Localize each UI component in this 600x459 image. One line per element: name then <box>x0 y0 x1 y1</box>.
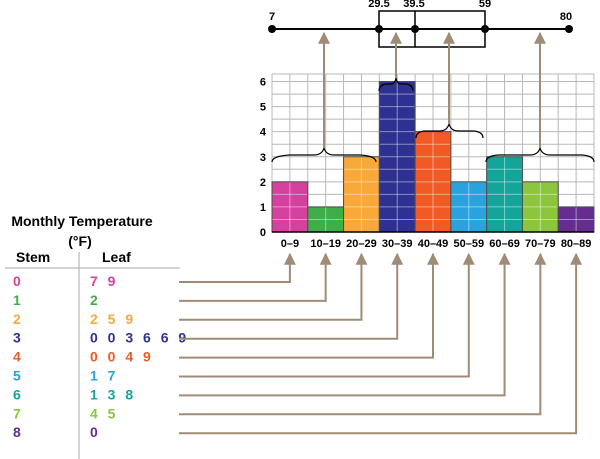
box-plot-median-label: 39.5 <box>403 0 424 10</box>
x-tick-label: 10–19 <box>310 238 341 250</box>
bar-50–59 <box>450 181 487 232</box>
x-tick-label: 60–69 <box>489 238 520 250</box>
stem-leaf-row: 3 0 0 3 6 6 9 <box>13 330 186 346</box>
connector-arrow <box>179 252 547 416</box>
bar-0–9 <box>272 181 308 232</box>
box-plot: 7 29.5 39.5 59 80 <box>268 0 573 48</box>
bar-40–49 <box>415 131 451 232</box>
bar-70–79 <box>522 181 559 232</box>
stem-leaf-row: 4 0 0 4 9 <box>13 349 151 365</box>
stem-value: 5 <box>13 368 21 384</box>
connector-arrow <box>179 252 332 302</box>
box-plot-min-label: 7 <box>269 11 275 23</box>
box-plot-q3-label: 59 <box>479 0 491 10</box>
stem-leaf-row: 0 7 9 <box>13 273 116 289</box>
y-tick-labels: 0 1 2 3 4 5 6 <box>260 77 267 239</box>
stem-value: 8 <box>13 424 21 440</box>
y-tick-label: 6 <box>260 77 266 89</box>
x-tick-label: 20–29 <box>346 238 377 250</box>
y-tick-label: 4 <box>260 127 267 139</box>
stem-leaf-row: 7 4 5 <box>13 405 116 421</box>
y-tick-label: 3 <box>260 152 266 164</box>
leaf-values: 4 5 <box>90 405 116 421</box>
stem-leaf-row: 6 1 3 8 <box>13 386 133 402</box>
leaf-values: 2 5 9 <box>90 311 133 327</box>
x-tick-label: 70–79 <box>525 238 556 250</box>
bar-60–69 <box>486 156 523 232</box>
x-tick-label: 80–89 <box>561 238 592 250</box>
y-tick-label: 1 <box>260 202 266 214</box>
connector-arrow <box>179 252 475 378</box>
connector-arrow <box>179 252 583 435</box>
bar-gridlines <box>307 206 344 232</box>
bar-10–19 <box>307 206 344 232</box>
connector-arrow <box>179 252 296 283</box>
stem-value: 7 <box>13 405 21 421</box>
stem-value: 4 <box>13 349 21 365</box>
x-tick-label: 30–39 <box>382 238 413 250</box>
box-plot-q1-point <box>375 25 383 33</box>
connector-arrow <box>179 252 368 321</box>
box-plot-max-point <box>565 25 573 33</box>
box-plot-min-point <box>268 25 276 33</box>
y-tick-label: 2 <box>260 177 266 189</box>
stem-leaf-row: 2 2 5 9 <box>13 311 133 327</box>
box-plot-max-label: 80 <box>560 11 572 23</box>
bar-30–39 <box>379 81 416 233</box>
connector-arrow <box>179 252 511 397</box>
leaf-values: 0 <box>90 424 98 440</box>
stem-value: 6 <box>13 386 21 402</box>
box-plot-median-point <box>411 25 419 33</box>
leaf-values: 2 <box>90 292 98 308</box>
stem-value: 0 <box>13 273 21 289</box>
stem-to-bin-connectors <box>179 252 583 435</box>
stem-leaf-title: Monthly Temperature <box>11 213 153 229</box>
stem-value: 3 <box>13 330 21 346</box>
box-plot-q1-label: 29.5 <box>368 0 389 10</box>
bar-gridlines <box>415 131 451 232</box>
leaf-values: 0 0 3 6 6 9 <box>90 330 186 346</box>
connector-arrow <box>179 252 404 340</box>
bar-gridlines <box>379 81 416 232</box>
leaf-values: 1 7 <box>90 368 116 384</box>
bar-20–29 <box>343 156 380 232</box>
connector-arrow <box>179 252 439 359</box>
stem-leaf-row: 5 1 7 <box>13 368 116 384</box>
x-tick-label: 40–49 <box>418 238 449 250</box>
stem-leaf-unit: (°F) <box>68 233 91 249</box>
leaf-values: 7 9 <box>90 273 116 289</box>
bar-gridlines <box>486 156 523 232</box>
x-tick-label: 50–59 <box>453 238 484 250</box>
leaf-values: 0 0 4 9 <box>90 349 151 365</box>
bar-gridlines <box>522 181 559 232</box>
bar-gridlines <box>343 156 380 232</box>
box-plot-q3-point <box>481 25 489 33</box>
stem-value: 2 <box>13 311 21 327</box>
bar-gridlines <box>272 181 308 232</box>
y-tick-label: 5 <box>260 102 266 114</box>
bar-gridlines <box>558 206 594 232</box>
y-tick-label: 0 <box>260 227 266 239</box>
box-plot-arrows <box>318 31 546 148</box>
stem-leaf-plot: Monthly Temperature (°F) Stem Leaf 0 7 9 1… <box>5 213 186 459</box>
stem-header: Stem <box>16 249 50 265</box>
leaf-header: Leaf <box>102 249 131 265</box>
histogram: 0 1 2 3 4 5 6 0–9 10–19 20–29 30–39 40–49 50–59 60–69… <box>260 73 595 250</box>
bar-gridlines <box>450 181 487 232</box>
leaf-values: 1 3 8 <box>90 386 133 402</box>
x-tick-labels: 0–9 10–19 20–29 30–39 40–49 50–59 60–69 70–79 80… <box>281 238 592 250</box>
stem-value: 1 <box>13 292 21 308</box>
bar-80–89 <box>558 206 594 232</box>
x-tick-label: 0–9 <box>281 238 299 250</box>
